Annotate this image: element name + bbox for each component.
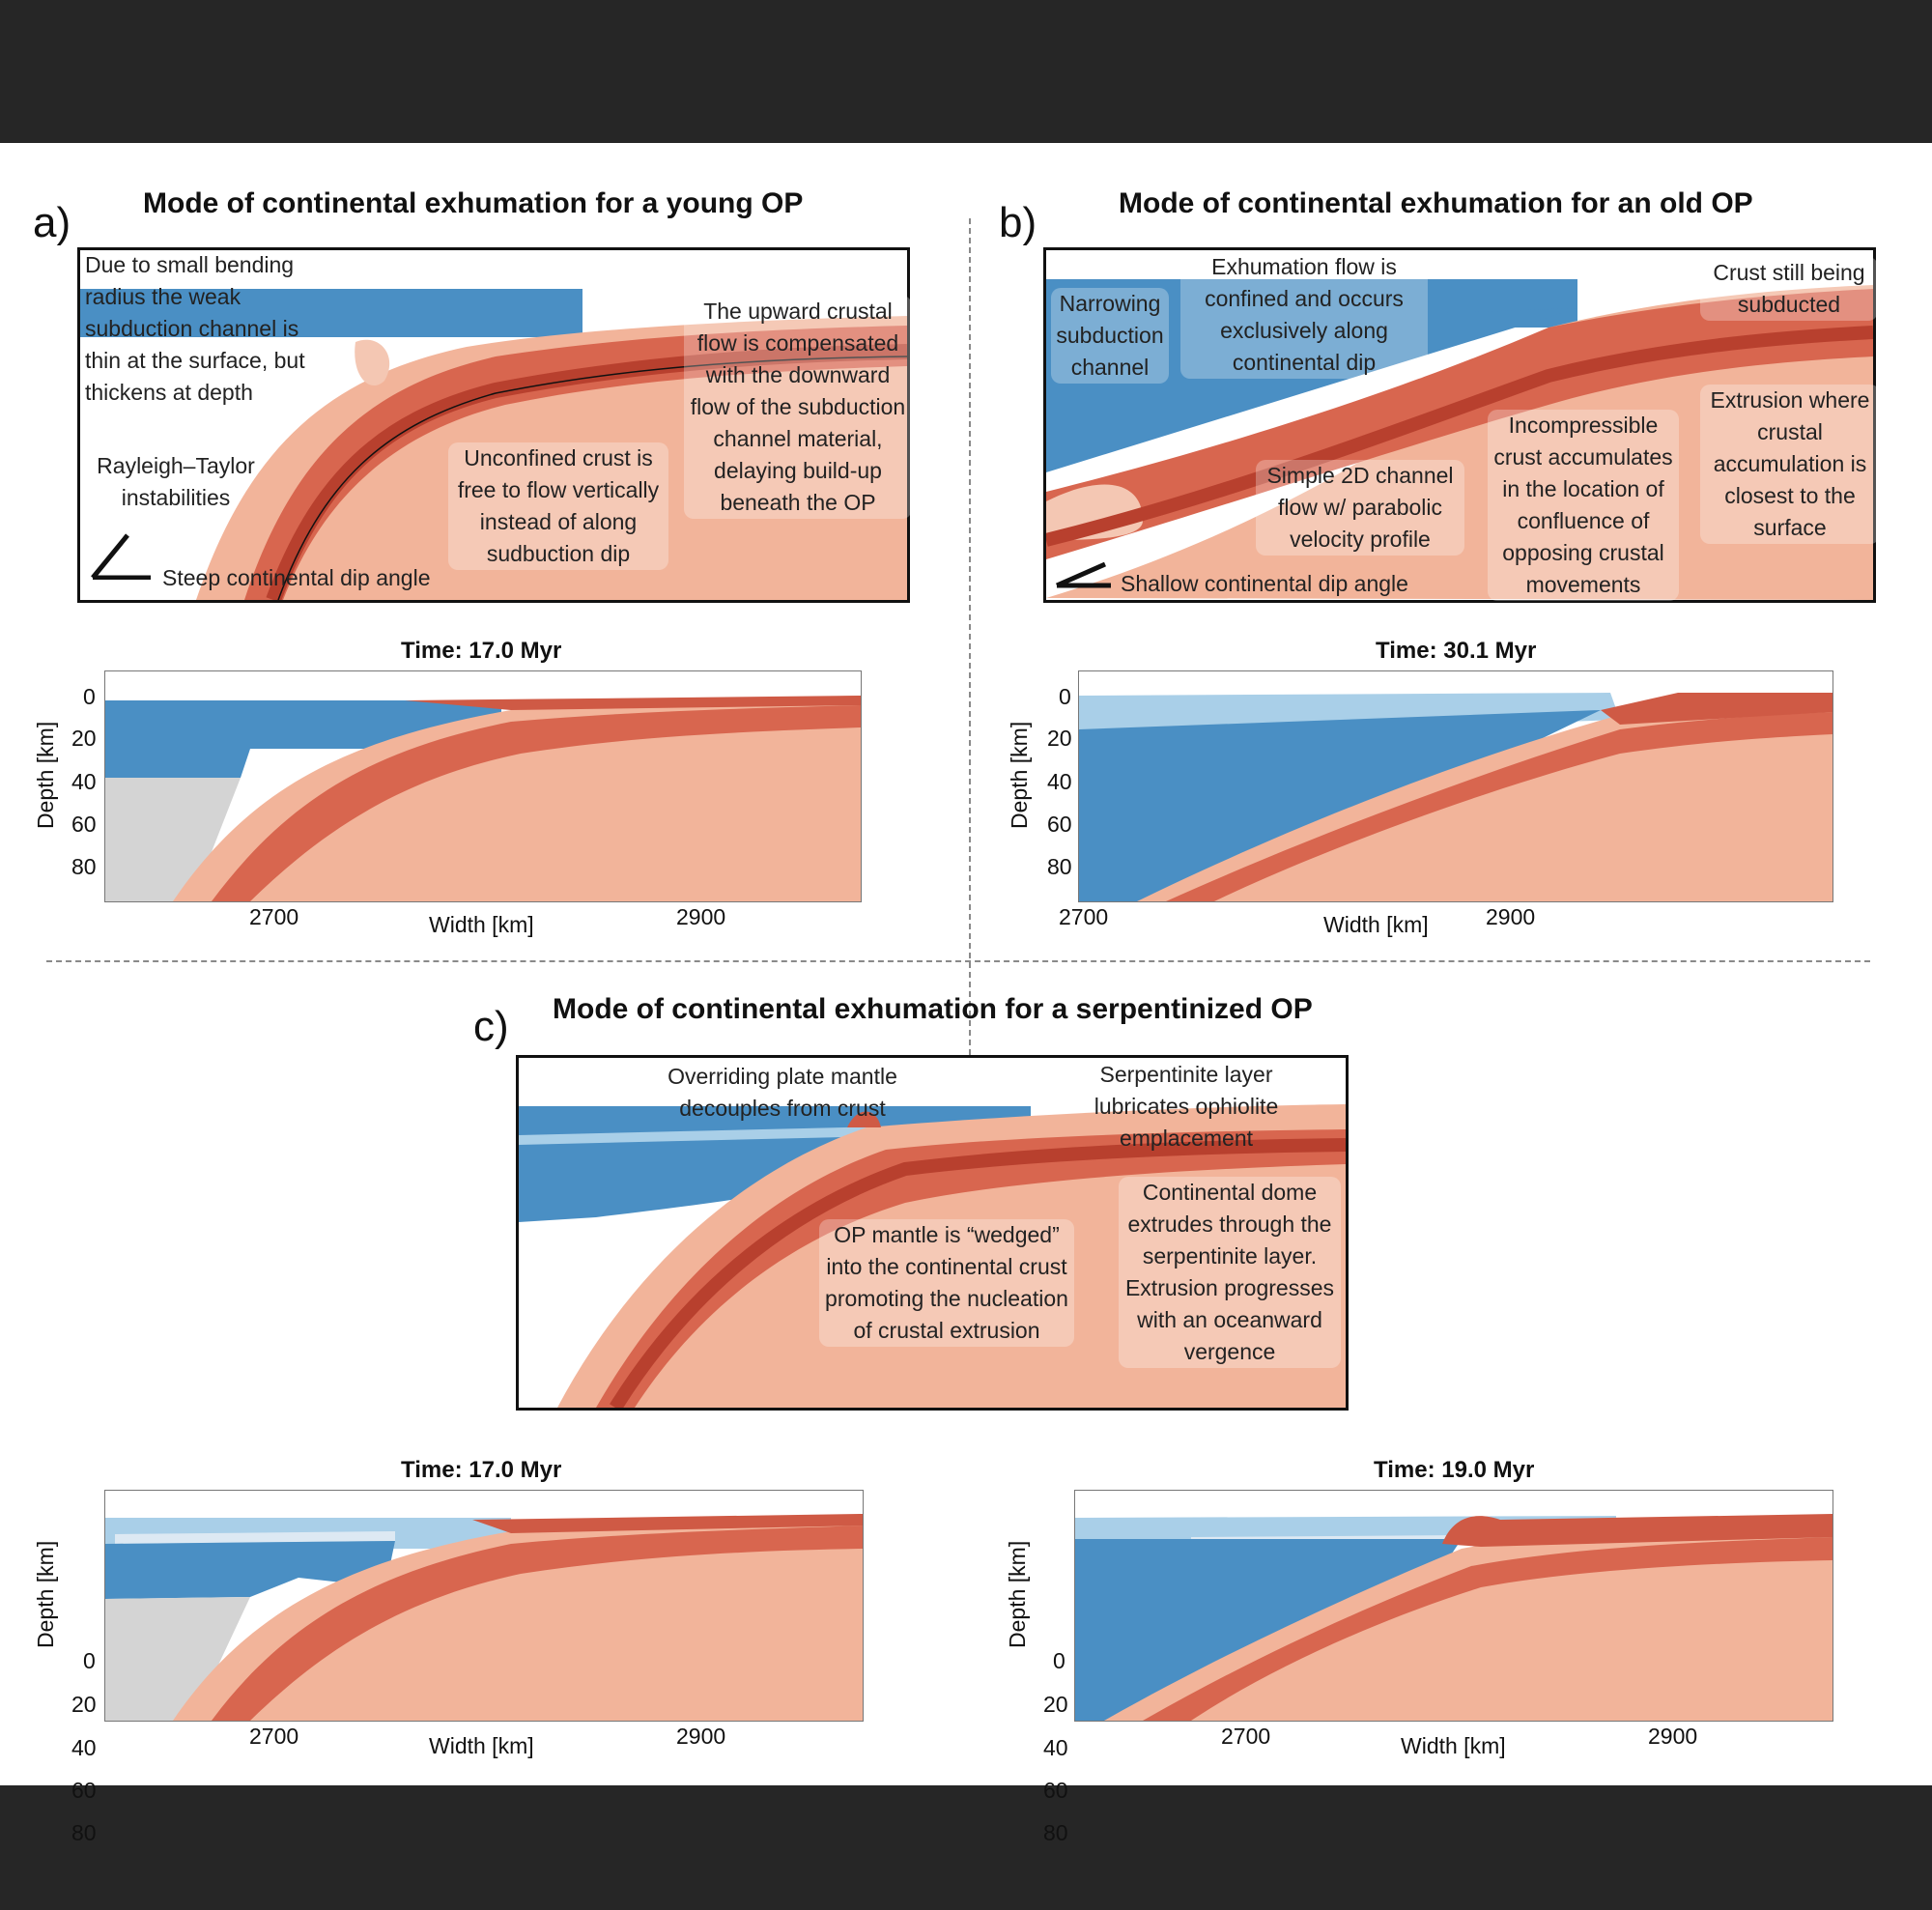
plot-a-xlabel: Width [km] xyxy=(429,912,534,937)
annotation-bending-radius: Due to small bending radius the weak sub… xyxy=(85,252,305,405)
horizontal-divider xyxy=(46,960,1870,962)
annotation-still-subducted: Crust still being subducted xyxy=(1700,257,1878,321)
plot-c1-model xyxy=(104,1490,864,1722)
plot-c2-ytick: 20 xyxy=(1043,1692,1068,1717)
panel-a-letter: a) xyxy=(33,199,71,246)
plot-b-ylabel: Depth [km] xyxy=(1007,721,1032,829)
annotation-narrowing-channel: Narrowing subduction channel xyxy=(1051,288,1169,384)
panel-b-sketch xyxy=(1043,247,1876,603)
annotation-channel-flow: Simple 2D channel flow w/ parabolic velo… xyxy=(1256,460,1464,556)
plot-c1-xtick: 2700 xyxy=(249,1724,299,1749)
annotation-upward-flow: The upward crustal flow is compensated w… xyxy=(684,296,912,519)
plot-a-xtick: 2700 xyxy=(249,904,299,929)
plot-b-xtick: 2900 xyxy=(1486,904,1536,929)
plot-c2-model-image xyxy=(1075,1491,1833,1721)
steep-dip-angle-icon xyxy=(89,531,155,580)
plot-b-ytick: 40 xyxy=(1047,769,1072,794)
figure: a) Mode of continental exhumation for a … xyxy=(0,143,1932,1845)
plot-c1-ylabel: Depth [km] xyxy=(33,1540,58,1648)
panel-b-sketch-drawing xyxy=(1046,279,1873,600)
annotation-incompressible: Incompressible crust accumulates in the … xyxy=(1488,410,1679,601)
plot-c1-xlabel: Width [km] xyxy=(429,1733,534,1758)
plot-c1-ytick: 20 xyxy=(71,1692,97,1717)
plot-b-ytick: 20 xyxy=(1047,726,1072,751)
panel-c-sketch-drawing xyxy=(519,1104,1346,1408)
annotation-confined-flow: Exhumation flow is confined and occurs e… xyxy=(1180,251,1428,379)
annotation-shallow-dip: Shallow continental dip angle xyxy=(1121,571,1408,596)
plot-c2-ylabel: Depth [km] xyxy=(1005,1540,1030,1648)
shallow-dip-angle-icon xyxy=(1053,560,1115,589)
plot-c2-ytick: 40 xyxy=(1043,1735,1068,1760)
plot-c2-xtick: 2900 xyxy=(1648,1724,1698,1749)
vertical-divider xyxy=(969,218,971,1103)
annotation-dome: Continental dome extrudes through the se… xyxy=(1119,1177,1341,1368)
annotation-serpentinite: Serpentinite layer lubricates ophiolite … xyxy=(1094,1062,1279,1151)
plot-c1-ytick: 60 xyxy=(71,1778,97,1803)
plot-c2-xlabel: Width [km] xyxy=(1401,1733,1506,1758)
plot-c1-ytick: 0 xyxy=(83,1648,96,1673)
plot-b-time: Time: 30.1 Myr xyxy=(1376,638,1537,664)
plot-a-ylabel: Depth [km] xyxy=(33,721,58,829)
plot-c2-ytick: 80 xyxy=(1043,1820,1068,1845)
plot-b-model-image xyxy=(1079,671,1833,901)
plot-c1-time: Time: 17.0 Myr xyxy=(401,1457,562,1483)
plot-b-ytick: 80 xyxy=(1047,854,1072,879)
panel-a-sketch xyxy=(77,247,910,603)
plot-c2-ytick: 0 xyxy=(1053,1648,1065,1673)
plot-c1-ytick: 40 xyxy=(71,1735,97,1760)
plot-a-ytick: 80 xyxy=(71,854,97,879)
panel-c-sketch xyxy=(516,1055,1349,1411)
plot-b-ytick: 60 xyxy=(1047,812,1072,837)
annotation-wedged: OP mantle is “wedged” into the continent… xyxy=(819,1219,1074,1347)
plot-a-model xyxy=(104,670,862,902)
plot-a-ytick: 60 xyxy=(71,812,97,837)
plot-a-ytick: 40 xyxy=(71,769,97,794)
plot-c2-xtick: 2700 xyxy=(1221,1724,1271,1749)
annotation-extrusion: Extrusion where crustal accumulation is … xyxy=(1700,385,1880,544)
plot-a-ytick: 0 xyxy=(83,684,96,709)
panel-c-letter: c) xyxy=(473,1003,509,1050)
plot-a-xtick: 2900 xyxy=(676,904,726,929)
plot-b-xlabel: Width [km] xyxy=(1323,912,1429,937)
panel-b-title: Mode of continental exhumation for an ol… xyxy=(1119,187,1753,219)
plot-c2-model xyxy=(1074,1490,1833,1722)
plot-c1-model-image xyxy=(105,1491,863,1721)
plot-b-ytick: 0 xyxy=(1059,684,1071,709)
plot-c2-ytick: 60 xyxy=(1043,1778,1068,1803)
plot-a-time: Time: 17.0 Myr xyxy=(401,638,562,664)
plot-b-xtick: 2700 xyxy=(1059,904,1109,929)
plot-c1-xtick: 2900 xyxy=(676,1724,726,1749)
annotation-unconfined-crust: Unconfined crust is free to flow vertica… xyxy=(448,442,668,570)
annotation-decouples: Overriding plate mantle decouples from c… xyxy=(668,1064,897,1121)
annotation-steep-dip: Steep continental dip angle xyxy=(162,565,431,590)
panel-c-title: Mode of continental exhumation for a ser… xyxy=(553,993,1313,1025)
panel-a-sketch-drawing xyxy=(80,289,907,600)
annotation-rayleigh-taylor: Rayleigh–Taylor instabilities xyxy=(97,453,255,510)
plot-a-model-image xyxy=(105,671,861,901)
plot-a-ytick: 20 xyxy=(71,726,97,751)
plot-c2-time: Time: 19.0 Myr xyxy=(1374,1457,1535,1483)
plot-b-model xyxy=(1078,670,1833,902)
plot-c1-ytick: 80 xyxy=(71,1820,97,1845)
panel-b-letter: b) xyxy=(999,199,1037,246)
panel-a-title: Mode of continental exhumation for a you… xyxy=(143,187,804,219)
